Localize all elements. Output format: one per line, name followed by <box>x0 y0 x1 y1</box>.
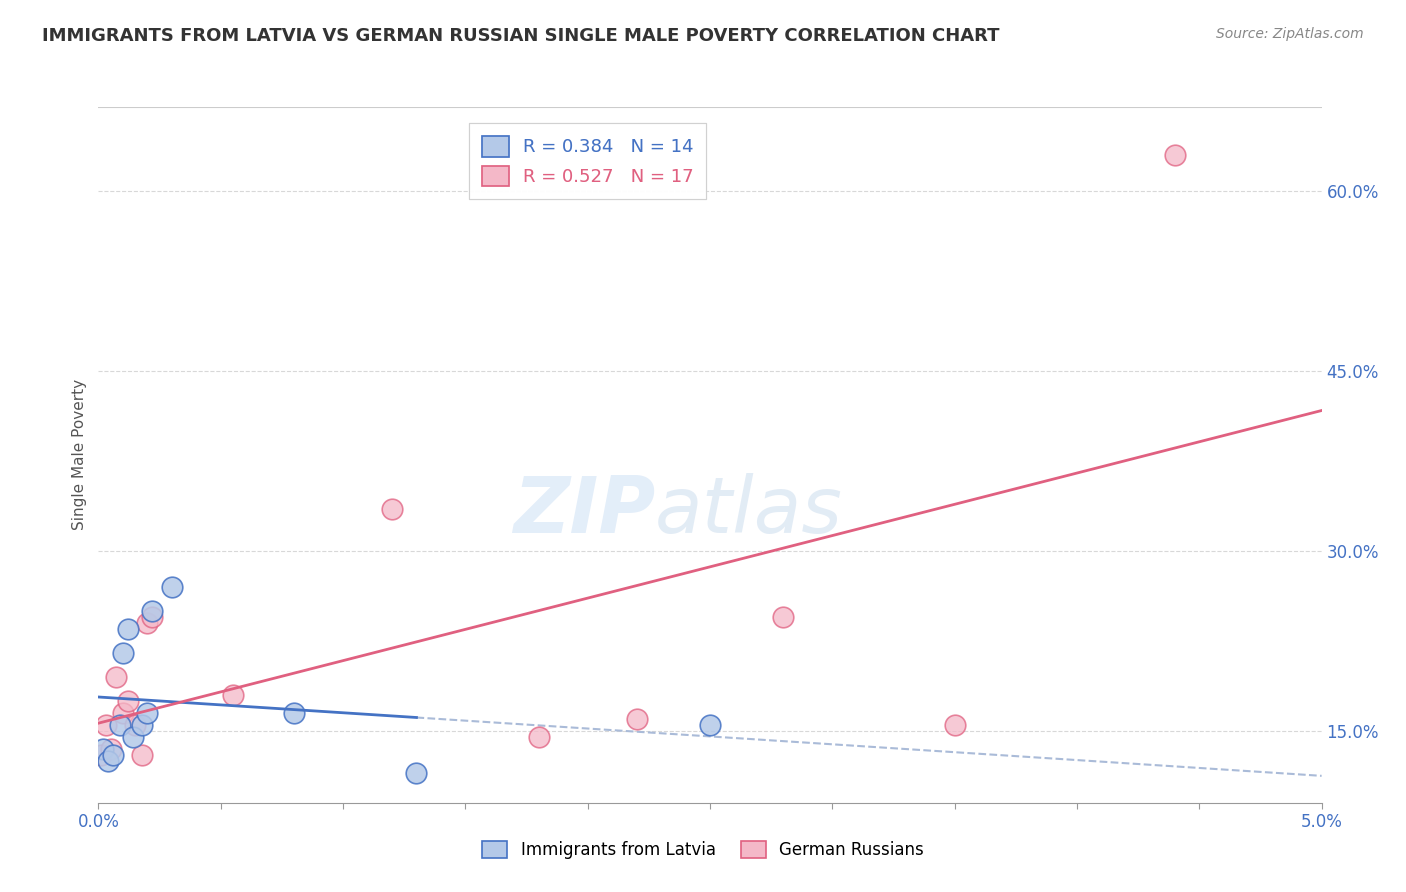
Point <box>111 706 134 720</box>
Point <box>110 718 132 732</box>
Point <box>111 646 134 660</box>
Legend: Immigrants from Latvia, German Russians: Immigrants from Latvia, German Russians <box>475 834 931 866</box>
Y-axis label: Single Male Poverty: Single Male Poverty <box>72 379 87 531</box>
Text: IMMIGRANTS FROM LATVIA VS GERMAN RUSSIAN SINGLE MALE POVERTY CORRELATION CHART: IMMIGRANTS FROM LATVIA VS GERMAN RUSSIAN… <box>42 27 1000 45</box>
Point <box>90 747 112 762</box>
Point <box>381 502 404 516</box>
Point <box>101 747 124 762</box>
Point <box>136 706 159 720</box>
Point <box>117 622 139 636</box>
Point <box>1164 148 1187 162</box>
Point <box>104 670 127 684</box>
Point <box>943 718 966 732</box>
Text: Source: ZipAtlas.com: Source: ZipAtlas.com <box>1216 27 1364 41</box>
Point <box>283 706 305 720</box>
Point <box>222 688 245 702</box>
Point <box>136 615 159 630</box>
Point <box>121 730 143 744</box>
Point <box>97 754 120 768</box>
Legend: R = 0.384   N = 14, R = 0.527   N = 17: R = 0.384 N = 14, R = 0.527 N = 17 <box>470 123 706 199</box>
Point <box>100 741 122 756</box>
Text: ZIP: ZIP <box>513 473 655 549</box>
Point <box>527 730 550 744</box>
Point <box>141 604 163 618</box>
Point <box>626 712 648 726</box>
Point <box>160 580 183 594</box>
Point <box>131 718 153 732</box>
Point <box>94 718 117 732</box>
Point <box>699 718 721 732</box>
Point <box>117 694 139 708</box>
Text: atlas: atlas <box>655 473 842 549</box>
Point <box>772 610 794 624</box>
Point <box>124 718 146 732</box>
Point <box>141 610 163 624</box>
Point <box>131 747 153 762</box>
Point <box>405 765 427 780</box>
Point <box>91 741 114 756</box>
